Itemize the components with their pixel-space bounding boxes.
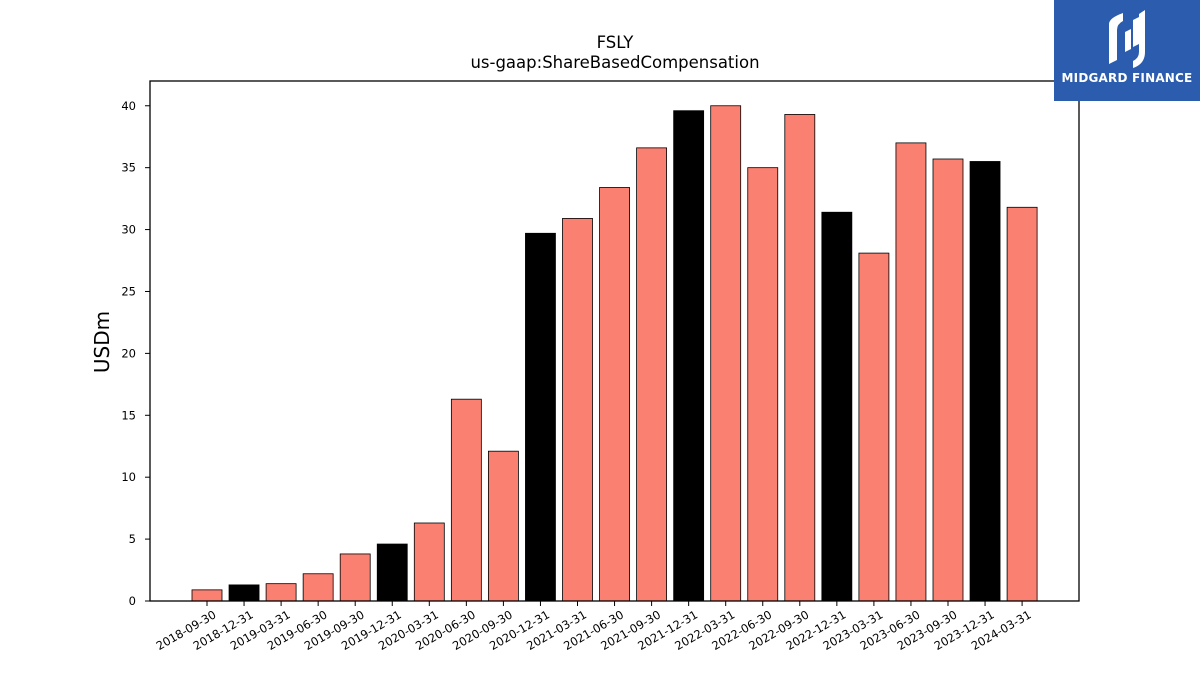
bar-2024-03-31 xyxy=(1006,206,1038,602)
chart-title: FSLY xyxy=(597,33,635,52)
y-axis-label: USDm xyxy=(90,311,114,373)
bar-2018-12-31 xyxy=(228,584,260,602)
plot-frame xyxy=(149,80,1080,602)
y-tick-label: 15 xyxy=(121,408,136,422)
bar-2021-12-31 xyxy=(673,110,705,602)
y-tick-label: 20 xyxy=(121,346,136,360)
y-tick-label: 25 xyxy=(121,284,136,298)
brand-logo: MIDGARD FINANCE xyxy=(1054,0,1200,101)
bar-2020-03-31 xyxy=(413,522,445,602)
x-axis-ticks: 2018-09-302018-12-312019-03-312019-06-30… xyxy=(154,601,1034,653)
y-tick-label: 40 xyxy=(121,99,136,113)
bar-2021-03-31 xyxy=(562,218,593,602)
bar-2020-06-30 xyxy=(450,398,482,602)
bars-group xyxy=(191,105,1038,602)
bar-2022-12-31 xyxy=(821,211,853,602)
y-tick-label: 0 xyxy=(129,594,136,608)
bar-2023-03-31 xyxy=(858,252,890,602)
bar-2021-06-30 xyxy=(599,187,630,602)
bar-2022-03-31 xyxy=(710,105,742,602)
midgard-logo-icon xyxy=(1109,10,1145,68)
bar-2022-06-30 xyxy=(747,167,779,602)
bar-2018-09-30 xyxy=(191,589,223,602)
y-tick-label: 30 xyxy=(121,223,136,237)
y-axis-ticks: 0 5 10 15 20 25 30 35 40 xyxy=(121,99,150,608)
bar-2019-03-31 xyxy=(265,583,297,602)
bar-2023-09-30 xyxy=(932,158,964,602)
y-tick-label: 5 xyxy=(129,532,136,546)
bar-2020-12-31 xyxy=(525,232,556,602)
y-tick-label: 10 xyxy=(121,470,136,484)
bar-2023-12-31 xyxy=(969,161,1001,602)
bar-2022-09-30 xyxy=(784,114,816,602)
bar-2023-06-30 xyxy=(895,142,927,602)
bar-2019-06-30 xyxy=(302,573,334,602)
bar-2019-12-31 xyxy=(376,543,408,602)
bar-2021-09-30 xyxy=(636,147,667,602)
bar-2019-09-30 xyxy=(339,553,371,602)
y-tick-label: 35 xyxy=(121,161,136,175)
chart-subtitle: us-gaap:ShareBasedCompensation xyxy=(470,53,759,72)
bar-2020-09-30 xyxy=(487,450,519,602)
brand-name: MIDGARD FINANCE xyxy=(1061,71,1193,85)
